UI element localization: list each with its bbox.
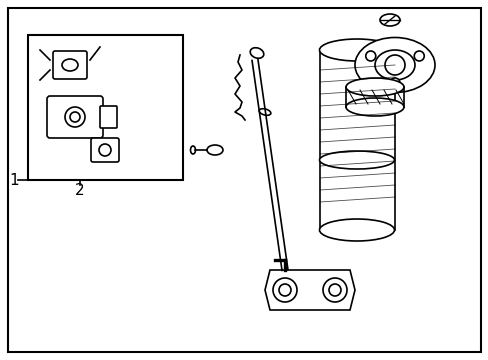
Ellipse shape — [62, 59, 78, 71]
Circle shape — [413, 51, 424, 61]
Circle shape — [365, 51, 375, 61]
Ellipse shape — [319, 151, 394, 169]
FancyBboxPatch shape — [91, 138, 119, 162]
Circle shape — [272, 278, 296, 302]
Circle shape — [384, 55, 404, 75]
FancyBboxPatch shape — [100, 106, 117, 128]
Ellipse shape — [346, 78, 403, 96]
Polygon shape — [264, 270, 354, 310]
Ellipse shape — [354, 37, 434, 93]
Ellipse shape — [259, 109, 270, 115]
Ellipse shape — [319, 219, 394, 241]
Ellipse shape — [190, 146, 195, 154]
Circle shape — [99, 144, 111, 156]
Circle shape — [389, 78, 399, 88]
Ellipse shape — [346, 98, 403, 116]
Text: 1: 1 — [9, 172, 19, 188]
Text: 2: 2 — [75, 183, 84, 198]
FancyBboxPatch shape — [53, 51, 87, 79]
Circle shape — [328, 284, 340, 296]
Polygon shape — [319, 50, 394, 230]
Circle shape — [70, 112, 80, 122]
Ellipse shape — [250, 48, 263, 58]
Ellipse shape — [319, 39, 394, 61]
Bar — [28, 35, 183, 180]
Ellipse shape — [374, 50, 414, 80]
Ellipse shape — [379, 14, 399, 26]
Ellipse shape — [206, 145, 223, 155]
Circle shape — [65, 107, 85, 127]
FancyBboxPatch shape — [47, 96, 103, 138]
Circle shape — [323, 278, 346, 302]
Circle shape — [279, 284, 290, 296]
